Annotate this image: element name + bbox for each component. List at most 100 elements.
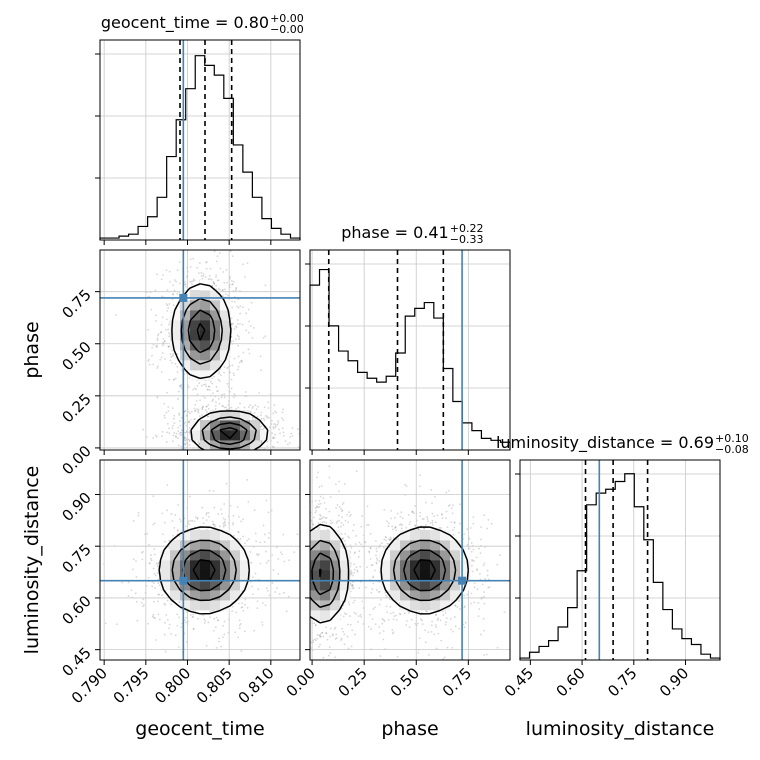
sample-point [279, 551, 282, 554]
contour-line [196, 323, 239, 440]
sample-point [165, 329, 167, 331]
sample-point [411, 510, 414, 513]
sample-point [205, 512, 208, 514]
sample-point [343, 483, 346, 485]
sample-point [266, 589, 269, 592]
sample-point [305, 579, 307, 581]
density-cell [390, 590, 401, 601]
sample-point [156, 337, 159, 340]
sample-point [246, 479, 249, 481]
sample-point [212, 523, 215, 526]
sample-point [142, 604, 145, 606]
sample-point [256, 607, 259, 609]
sample-point [175, 435, 177, 437]
sample-point [219, 374, 222, 377]
sample-point [382, 546, 385, 549]
sample-point [302, 525, 304, 527]
sample-point [154, 617, 156, 620]
sample-point [197, 441, 199, 443]
sample-point [146, 532, 149, 535]
sample-point [171, 520, 174, 523]
sample-point [198, 243, 200, 245]
sample-point [358, 550, 361, 553]
sample-point [170, 603, 172, 606]
sample-point [231, 300, 233, 303]
sample-point [319, 514, 321, 516]
sample-point [184, 436, 187, 439]
sample-point [239, 402, 241, 405]
density-cell [210, 290, 221, 301]
sample-point [195, 400, 198, 402]
density-cell [440, 580, 451, 591]
sample-point [147, 360, 150, 363]
density-cell [340, 560, 351, 571]
sample-point [319, 643, 321, 646]
sample-point [344, 519, 347, 522]
sample-point [265, 550, 267, 553]
sample-point [164, 621, 166, 624]
sample-point [341, 627, 344, 630]
sample-point [265, 561, 268, 564]
sample-point [266, 440, 269, 443]
sample-point [152, 523, 155, 526]
sample-point [476, 588, 479, 591]
panel-frame [99, 459, 301, 661]
sample-point [418, 485, 421, 488]
sample-point [341, 516, 344, 519]
sample-point [430, 624, 433, 627]
sample-point [221, 451, 223, 453]
sample-point [267, 456, 269, 458]
sample-point [355, 566, 358, 569]
sample-point [352, 585, 354, 588]
density-cell [200, 290, 211, 301]
sample-point [189, 412, 192, 415]
density-cell [210, 360, 221, 371]
sample-point [156, 365, 159, 368]
density-cell [240, 420, 251, 431]
sample-point [222, 405, 224, 407]
sample-point [245, 312, 248, 315]
sample-point [431, 519, 434, 522]
sample-point [473, 559, 475, 562]
sample-point [307, 549, 309, 551]
sample-point [303, 562, 305, 564]
sample-point [235, 611, 238, 614]
density-cell [380, 580, 391, 591]
sample-point [307, 595, 309, 597]
sample-point [398, 612, 401, 615]
sample-point [204, 397, 207, 399]
sample-point [215, 274, 218, 277]
upper-error: +0.00 [270, 12, 304, 25]
sample-point [236, 506, 239, 508]
sample-point [232, 454, 234, 456]
sample-point [222, 457, 224, 459]
density-cell [220, 320, 231, 331]
upper-error: +0.10 [715, 432, 749, 445]
sample-point [239, 312, 242, 315]
sample-point [114, 314, 117, 316]
sample-point [335, 507, 338, 509]
sample-point [486, 569, 489, 572]
sample-point [355, 470, 358, 473]
sample-point [216, 279, 219, 282]
sample-point [168, 427, 170, 430]
sample-point [405, 624, 408, 626]
sample-point [215, 260, 218, 263]
sample-point [185, 438, 188, 441]
sample-point [230, 322, 233, 325]
density-cell [180, 580, 191, 591]
sample-point [256, 600, 259, 603]
sample-point [154, 434, 157, 437]
density-cell [200, 540, 211, 551]
sample-point [156, 344, 159, 347]
sample-point [235, 287, 238, 290]
sample-point [162, 274, 164, 276]
sample-point [231, 279, 233, 282]
sample-point [217, 513, 220, 516]
sample-point [216, 255, 219, 258]
sample-point [201, 407, 204, 410]
density-cell [230, 580, 241, 591]
sample-point [192, 280, 194, 283]
